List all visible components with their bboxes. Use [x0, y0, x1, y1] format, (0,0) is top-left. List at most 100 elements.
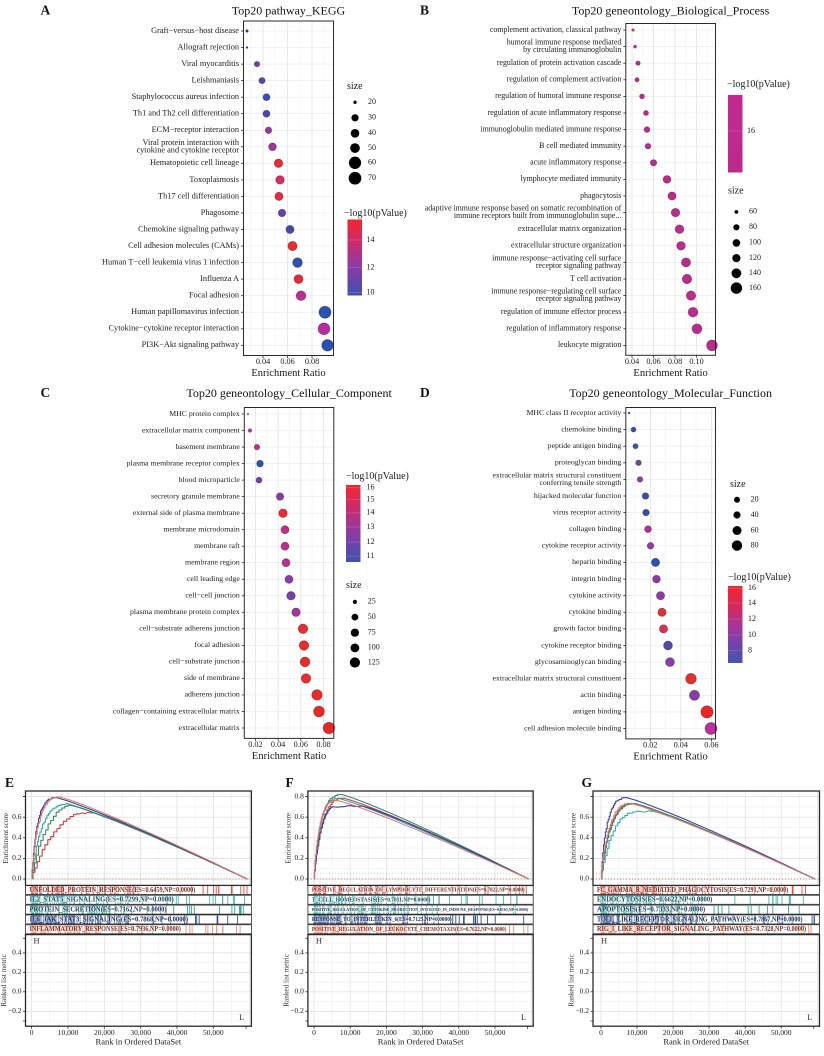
svg-text:MHC class II receptor activity: MHC class II receptor activity: [526, 408, 621, 417]
svg-text:Human papillomavirus infection: Human papillomavirus infection: [131, 307, 240, 316]
svg-text:L: L: [239, 1012, 244, 1022]
svg-text:extracellular matrix structura: extracellular matrix structural constitu…: [492, 673, 622, 682]
svg-text:14: 14: [367, 235, 375, 244]
svg-text:80: 80: [749, 222, 757, 231]
svg-text:POSITIVE_REGULATION_OF_LYMPHOC: POSITIVE_REGULATION_OF_LYMPHOCYTE_DIFFER…: [312, 887, 525, 894]
svg-text:40: 40: [368, 128, 376, 137]
svg-text:extracellular matrix organizat: extracellular matrix organization: [518, 224, 621, 233]
svg-text:−log10(pValue): −log10(pValue): [728, 572, 791, 583]
svg-text:G: G: [582, 775, 593, 790]
svg-text:Enrichment Ratio: Enrichment Ratio: [633, 368, 707, 379]
svg-text:11: 11: [367, 551, 375, 560]
svg-text:antigen binding: antigen binding: [573, 707, 622, 716]
svg-text:125: 125: [368, 657, 380, 666]
svg-text:−log10(pValue): −log10(pValue): [346, 471, 409, 482]
svg-text:collagen binding: collagen binding: [569, 524, 621, 533]
svg-text:40,000: 40,000: [735, 1028, 756, 1037]
svg-text:ENDOCYTOSIS(ES=0.6622,NP=0.000: ENDOCYTOSIS(ES=0.6622,NP=0.0000): [597, 896, 713, 904]
svg-text:10,000: 10,000: [58, 1028, 79, 1037]
svg-text:−0.2: −0.2: [290, 1006, 304, 1015]
svg-text:0.0: 0.0: [580, 987, 590, 996]
svg-text:Enrichment score: Enrichment score: [2, 813, 10, 864]
svg-text:IL2_STAT5_SIGNALING(ES=0.7299,: IL2_STAT5_SIGNALING(ES=0.7299,NP=0.0000): [30, 896, 175, 904]
svg-text:0: 0: [30, 1028, 34, 1037]
svg-text:25: 25: [368, 597, 376, 606]
svg-text:Enrichment score: Enrichment score: [570, 813, 578, 864]
svg-text:16: 16: [367, 482, 375, 491]
svg-text:50: 50: [368, 612, 376, 621]
svg-text:60: 60: [749, 207, 757, 216]
svg-text:10: 10: [367, 287, 375, 296]
svg-text:10: 10: [748, 630, 756, 639]
svg-text:regulation of complement activ: regulation of complement activation: [507, 75, 622, 84]
svg-text:0.04: 0.04: [674, 740, 688, 749]
svg-text:B: B: [420, 3, 429, 18]
svg-text:16: 16: [748, 583, 756, 592]
svg-text:0.2: 0.2: [12, 967, 22, 976]
svg-text:0.2: 0.2: [580, 853, 590, 862]
svg-text:0.2: 0.2: [295, 853, 305, 862]
svg-text:glycosaminoglycan binding: glycosaminoglycan binding: [535, 657, 622, 666]
svg-text:membrane raft: membrane raft: [194, 541, 241, 550]
svg-text:0.4: 0.4: [580, 833, 590, 842]
svg-text:0.04: 0.04: [625, 357, 639, 366]
svg-text:Allograft rejection: Allograft rejection: [177, 42, 239, 51]
svg-text:cell−cell junction: cell−cell junction: [185, 591, 240, 600]
svg-text:PI3K−Akt signaling pathway: PI3K−Akt signaling pathway: [142, 340, 240, 349]
svg-text:acute inflammatory response: acute inflammatory response: [530, 158, 622, 167]
svg-text:cell leading edge: cell leading edge: [187, 574, 240, 583]
svg-text:Th17 cell differentiation: Th17 cell differentiation: [158, 191, 240, 200]
svg-text:Viral protein interaction with: Viral protein interaction with: [143, 138, 240, 147]
svg-text:0.0: 0.0: [580, 874, 590, 883]
svg-text:0.06: 0.06: [646, 357, 660, 366]
svg-text:cytokine activity: cytokine activity: [569, 590, 621, 599]
svg-text:50: 50: [368, 143, 376, 152]
svg-text:40,000: 40,000: [167, 1028, 188, 1037]
svg-text:10,000: 10,000: [627, 1028, 648, 1037]
svg-text:POSITIVE_REGULATION_OF_LEUKOCY: POSITIVE_REGULATION_OF_LEUKOCYTE_CHEMOTA…: [312, 926, 507, 933]
svg-text:0.06: 0.06: [704, 740, 718, 749]
svg-text:extracellular structure organi: extracellular structure organization: [511, 241, 621, 250]
svg-text:INFLAMMATORY_RESPONSE(ES=0.793: INFLAMMATORY_RESPONSE(ES=0.7936,NP=0.000…: [30, 925, 182, 933]
svg-text:leukocyte migration: leukocyte migration: [558, 340, 621, 349]
svg-text:Viral myocarditis: Viral myocarditis: [181, 59, 239, 68]
svg-text:0.08: 0.08: [316, 740, 330, 749]
svg-text:0.08: 0.08: [668, 357, 682, 366]
svg-text:Ranked list metric: Ranked list metric: [282, 954, 290, 1007]
svg-text:Rank in Ordered DataSet: Rank in Ordered DataSet: [96, 1037, 182, 1047]
svg-text:UNFOLDED_PROTEIN_RESPONSE(ES=0: UNFOLDED_PROTEIN_RESPONSE(ES=0.6459,NP=0…: [30, 886, 196, 894]
svg-text:Human T−cell leukemia virus 1: Human T−cell leukemia virus 1 infection: [102, 258, 240, 267]
svg-text:secretory granule membrane: secretory granule membrane: [151, 491, 240, 500]
svg-text:15: 15: [367, 494, 375, 503]
svg-text:30,000: 30,000: [412, 1028, 433, 1037]
svg-text:ECM−receptor interaction: ECM−receptor interaction: [152, 125, 240, 134]
svg-text:Influenza A: Influenza A: [200, 274, 239, 283]
svg-text:immune response−regulating cel: immune response−regulating cell surface: [491, 287, 621, 296]
svg-text:Rank in Ordered DataSet: Rank in Ordered DataSet: [378, 1037, 464, 1047]
svg-text:−log10(pValue): −log10(pValue): [344, 208, 407, 219]
svg-text:complement activation, classic: complement activation, classical pathway: [490, 25, 622, 34]
svg-text:100: 100: [749, 238, 761, 247]
svg-text:immunoglobulin mediated immune: immunoglobulin mediated immune response: [480, 124, 621, 133]
svg-text:Top20 pathway_KEGG: Top20 pathway_KEGG: [232, 4, 346, 18]
svg-text:immune response−activating cel: immune response−activating cell surface: [492, 253, 622, 262]
svg-text:Top20 geneontology_Biological_: Top20 geneontology_Biological_Process: [572, 4, 770, 18]
svg-text:cytokine receptor activity: cytokine receptor activity: [542, 541, 622, 550]
svg-text:0.2: 0.2: [295, 967, 305, 976]
svg-text:L: L: [807, 1012, 812, 1022]
svg-text:50,000: 50,000: [203, 1028, 224, 1037]
svg-text:0.4: 0.4: [12, 948, 22, 957]
svg-text:F: F: [286, 775, 294, 790]
svg-text:APOPTOSIS(ES=0.7333,NP=0.0000): APOPTOSIS(ES=0.7333,NP=0.0000): [597, 906, 706, 914]
svg-text:40,000: 40,000: [448, 1028, 469, 1037]
svg-text:120: 120: [749, 253, 761, 262]
svg-text:heparin binding: heparin binding: [572, 557, 621, 566]
svg-text:−log10(pValue): −log10(pValue): [727, 79, 790, 90]
svg-text:cytokine and cytokine receptor: cytokine and cytokine receptor: [136, 146, 239, 155]
svg-text:cytokine receptor binding: cytokine receptor binding: [541, 640, 621, 649]
svg-text:0.06: 0.06: [280, 357, 294, 366]
svg-text:140: 140: [749, 268, 761, 277]
svg-text:0.4: 0.4: [580, 948, 590, 957]
svg-text:0.6: 0.6: [12, 812, 22, 821]
svg-text:0.6: 0.6: [295, 812, 305, 821]
